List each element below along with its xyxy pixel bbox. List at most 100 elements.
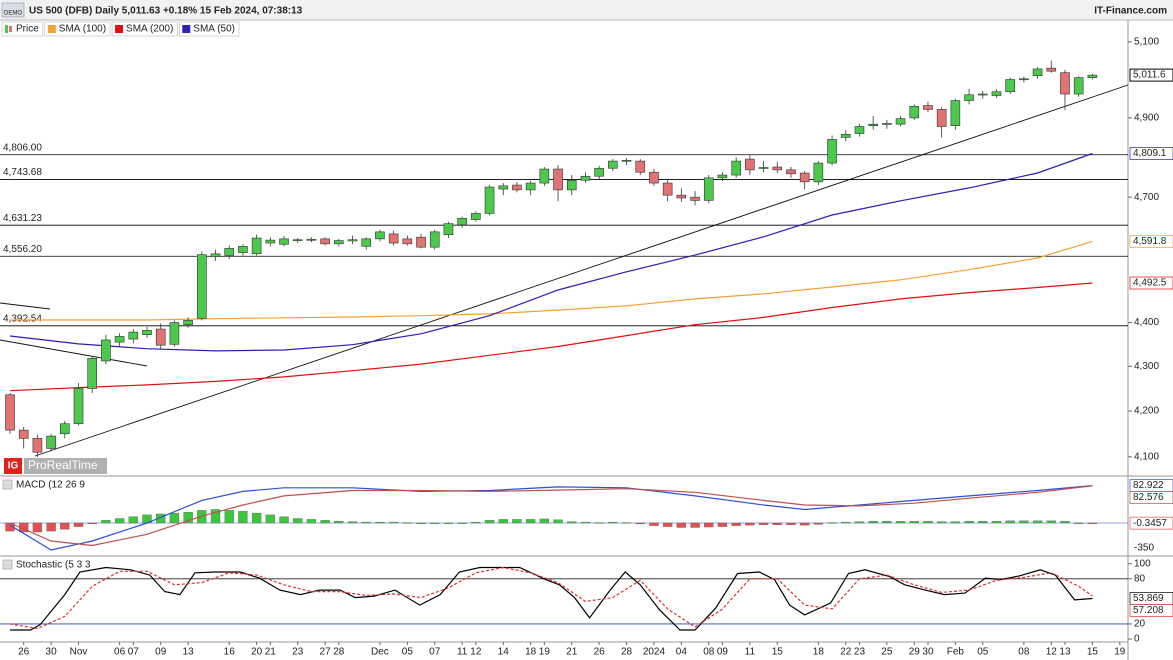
histogram-bar (580, 521, 591, 524)
x-tick-label: 18 (525, 647, 537, 658)
level-label-box (1, 212, 43, 224)
x-tick-label: Nov (70, 647, 88, 658)
histogram-bar (635, 522, 645, 525)
histogram-bar (937, 521, 947, 524)
end-label: 4,492.5 (1133, 278, 1167, 289)
candle-body (46, 435, 56, 449)
candle-body (484, 186, 495, 214)
legend-label: SMA (100) (59, 24, 106, 35)
legend-swatch (115, 25, 124, 33)
end-label: 53.869 (1133, 593, 1164, 604)
x-tick-label: 18 (813, 647, 825, 658)
end-label: 4,809.1 (1133, 148, 1167, 159)
x-tick-label: 26 (18, 647, 30, 658)
histogram-bar (361, 521, 371, 524)
candle-body (525, 182, 536, 191)
x-tick-label: 28 (333, 647, 345, 658)
candle-body (224, 248, 235, 256)
histogram-bar (868, 521, 878, 524)
histogram-bar (375, 521, 385, 524)
candle-body (279, 238, 289, 245)
panel-title: MACD (12 26 9 (16, 480, 85, 491)
x-tick-label: 14 (498, 647, 510, 658)
series-line (9, 282, 1093, 392)
candle-body (320, 238, 330, 245)
histogram-bar (101, 520, 111, 524)
candle-body (950, 100, 961, 127)
histogram-bar (60, 522, 70, 530)
candle-body (375, 231, 385, 240)
histogram-bar (512, 519, 522, 524)
candle-body (991, 91, 1002, 96)
trendline (34, 84, 1129, 457)
candle-body (745, 158, 755, 171)
level-label: 4,806.00 (3, 142, 42, 153)
candle-body (155, 328, 166, 346)
legend-swatch (9, 26, 12, 32)
level-label-box (1, 312, 43, 324)
candle-body (292, 239, 303, 242)
candle-body (923, 105, 933, 110)
candle-body (347, 239, 358, 242)
logo-box (4, 458, 22, 474)
histogram-bar (169, 512, 180, 524)
histogram-bar (895, 521, 906, 524)
histogram-bar (731, 522, 741, 526)
legend-box (1, 21, 44, 37)
histogram-bar (662, 522, 673, 527)
histogram-bar (909, 521, 919, 524)
legend-label: SMA (50) (193, 24, 235, 35)
histogram-bar (210, 509, 221, 524)
x-tick-label: 06 (114, 647, 126, 658)
histogram-bar (238, 511, 248, 524)
bottom-label: -350 (1134, 543, 1154, 554)
x-tick-label: 30 (922, 647, 934, 658)
legend-box (44, 21, 111, 37)
candle-body (101, 339, 111, 362)
watermark-box (24, 458, 107, 474)
histogram-bar (758, 522, 769, 525)
candle-body (60, 423, 70, 435)
histogram-bar (525, 519, 536, 524)
candle-body (210, 253, 221, 258)
x-tick-label: 13 (1059, 647, 1071, 658)
candle-body (18, 429, 29, 439)
y-tick-label: 0 (1134, 634, 1140, 645)
histogram-bar (608, 521, 618, 524)
candle-body (717, 174, 728, 179)
x-tick-label: 11 (745, 647, 756, 658)
histogram-bar (306, 519, 317, 524)
histogram-bar (539, 518, 549, 524)
candle-body (306, 238, 317, 241)
end-label-box (1129, 68, 1173, 82)
y-tick-label: 4,400 (1134, 317, 1159, 328)
histogram-bar (279, 516, 289, 524)
panel-icon (2, 479, 13, 490)
candle-body (1019, 78, 1029, 81)
y-tick-label: 20 (1134, 619, 1146, 630)
candle-body (471, 213, 481, 220)
legend-box (178, 21, 240, 37)
legend-label: SMA (200) (126, 24, 173, 35)
histogram-bar (772, 522, 782, 525)
x-tick-label: 30 (46, 647, 58, 658)
candle-body (539, 168, 550, 184)
x-tick-label: 23 (292, 647, 304, 658)
level-label-box (1, 166, 43, 178)
y-tick-label: 5,100 (1134, 37, 1159, 48)
histogram-bar (416, 522, 426, 524)
series-line (10, 240, 1093, 321)
histogram-bar (32, 522, 43, 533)
x-tick-label: 28 (621, 647, 633, 658)
x-tick-label: 08 (703, 647, 715, 658)
candle-body (936, 109, 947, 127)
candle-body (1060, 72, 1070, 95)
candle-body (1032, 68, 1043, 77)
series-line (9, 485, 1093, 547)
x-tick-label: 07 (128, 647, 140, 658)
histogram-bar (964, 521, 974, 524)
candle-body (388, 233, 399, 244)
x-tick-label: 29 (909, 647, 921, 658)
